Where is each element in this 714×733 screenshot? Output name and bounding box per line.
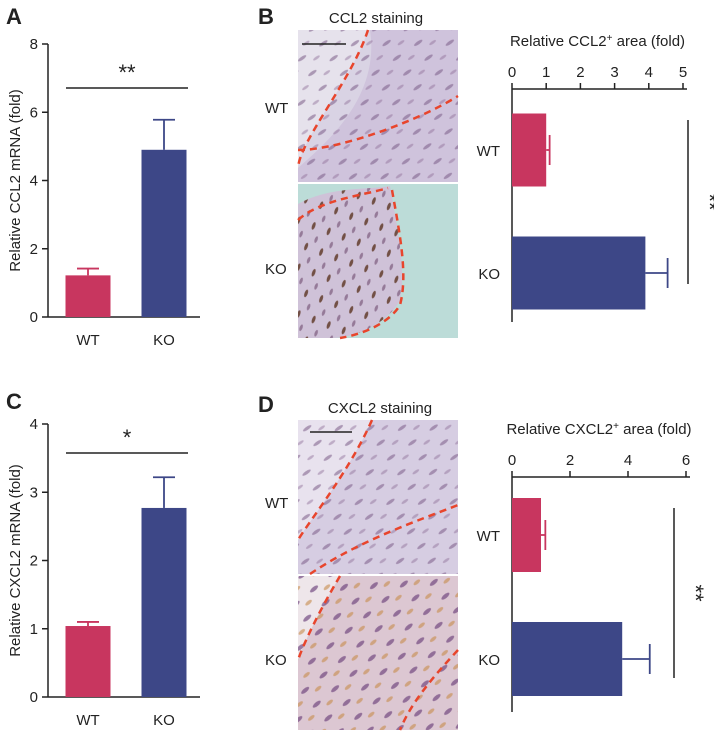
y-tick-label-c-0: 0 (30, 689, 38, 706)
micrograph-b-wt (296, 29, 459, 182)
x-axis-title-d: Relative CXCL2+ area (fold) (506, 421, 691, 439)
y-tick-label-a-2: 4 (30, 173, 38, 190)
x-tick-label-b-5: 5 (679, 64, 687, 81)
significance-stars-d: ** (683, 584, 708, 602)
y-tick-label-a-0: 0 (30, 309, 38, 326)
x-tick-label-d-2: 4 (624, 452, 632, 469)
x-tick-label-d-1: 2 (566, 452, 574, 469)
x-axis-title-sup-b: + (607, 33, 613, 44)
bar-d-ko (512, 622, 623, 696)
staining-title-d: CXCL2 staining (328, 400, 432, 417)
panel-letter-b: B (258, 4, 274, 29)
y-tick-label-c-3: 3 (30, 484, 38, 501)
x-tick-label-a-0: WT (76, 332, 99, 349)
x-tick-label-b-4: 4 (645, 64, 653, 81)
panel-letter-a: A (6, 4, 22, 29)
bar-a-wt (65, 275, 111, 317)
bar-a-ko (141, 149, 187, 317)
y-tick-label-d-0: WT (477, 528, 500, 545)
staining-title-b: CCL2 staining (329, 10, 423, 27)
significance-stars-b: ** (697, 193, 714, 211)
y-tick-label-d-1: KO (478, 652, 500, 669)
x-tick-label-c-0: WT (76, 712, 99, 729)
y-tick-label-c-4: 4 (30, 416, 38, 433)
y-tick-label-b-0: WT (477, 143, 500, 160)
chart-b-ccl2-area: 0 1 2 3 4 5 Relative CCL2+ area (fold) WT KO ** (477, 33, 714, 322)
micrograph-label-b-wt: WT (265, 100, 288, 117)
panel-letter-d: D (258, 392, 274, 417)
x-axis-title-suffix-b: area (fold) (613, 33, 686, 50)
significance-stars-a: ** (118, 60, 136, 85)
x-tick-label-b-2: 2 (576, 64, 584, 81)
micrograph-label-d-ko: KO (265, 652, 287, 669)
micrograph-label-d-wt: WT (265, 495, 288, 512)
x-axis-title-sup-d: + (613, 421, 619, 432)
x-axis-title-main-d: Relative CXCL2 (506, 421, 613, 438)
y-tick-label-a-1: 2 (30, 241, 38, 258)
y-tick-label-a-3: 6 (30, 104, 38, 121)
x-tick-label-d-3: 6 (682, 452, 690, 469)
bar-b-ko (512, 236, 646, 310)
x-tick-label-a-1: KO (153, 332, 175, 349)
x-axis-title-b: Relative CCL2+ area (fold) (510, 33, 685, 51)
y-axis-title-a: Relative CCL2 mRNA (fold) (7, 89, 24, 272)
chart-c-cxcl2-mrna: 0 1 2 3 4 Relative CXCL2 mRNA (fold) WT KO * (7, 416, 200, 729)
x-axis-title-main-b: Relative CCL2 (510, 33, 607, 50)
y-tick-label-a-4: 8 (30, 36, 38, 53)
x-tick-label-d-0: 0 (508, 452, 516, 469)
x-tick-label-b-1: 1 (542, 64, 550, 81)
micrograph-d-wt (296, 419, 459, 576)
y-axis-title-c: Relative CXCL2 mRNA (fold) (7, 464, 24, 657)
panel-letter-c: C (6, 389, 22, 414)
bar-d-wt (512, 498, 541, 572)
x-tick-label-b-0: 0 (508, 64, 516, 81)
chart-a-ccl2-mrna: 0 2 4 6 8 Relative CCL2 mRNA (fold) WT KO ** (7, 36, 200, 349)
significance-stars-c: * (123, 425, 132, 450)
bar-c-ko (141, 507, 187, 697)
x-axis-title-suffix-d: area (fold) (619, 421, 692, 438)
y-tick-label-b-1: KO (478, 266, 500, 283)
micrograph-d-ko (296, 575, 459, 731)
x-tick-label-c-1: KO (153, 712, 175, 729)
micrograph-label-b-ko: KO (265, 261, 287, 278)
bar-c-wt (65, 626, 111, 697)
y-tick-label-c-2: 2 (30, 553, 38, 570)
micrograph-b-ko (297, 184, 458, 340)
y-tick-label-c-1: 1 (30, 621, 38, 638)
x-tick-label-b-3: 3 (610, 64, 618, 81)
chart-d-cxcl2-area: 0 2 4 6 Relative CXCL2+ area (fold) WT KO ** (477, 421, 708, 712)
bar-b-wt (512, 113, 547, 187)
